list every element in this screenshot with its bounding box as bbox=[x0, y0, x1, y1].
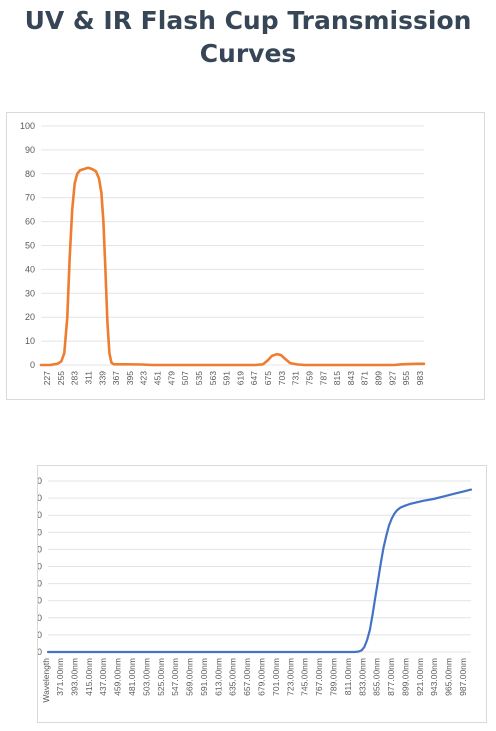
x-tick-label: 481.00nm bbox=[127, 658, 137, 696]
y-tick-label: 50 bbox=[25, 241, 35, 251]
y-tick-label: 20 bbox=[25, 312, 35, 322]
y-tick-label: 50 bbox=[38, 562, 42, 572]
x-tick-label: 789.00nm bbox=[328, 658, 338, 696]
x-tick-label: 759 bbox=[304, 371, 314, 385]
x-tick-label: 371.00nm bbox=[55, 658, 65, 696]
x-tick-label: 811.00nm bbox=[343, 658, 353, 695]
y-tick-label: 100 bbox=[38, 476, 42, 486]
x-tick-label: 569.00nm bbox=[185, 658, 195, 696]
uv-transmission-chart: 0 10 20 30 40 50 60 70 80 90 100 227 255 283 311 339 367… bbox=[6, 112, 485, 400]
y-tick-label: 70 bbox=[25, 193, 35, 203]
x-tick-label: 507 bbox=[180, 371, 190, 385]
x-tick-label: 339 bbox=[97, 371, 107, 385]
y-tick-label: 30 bbox=[38, 596, 42, 606]
x-tick-label: 815 bbox=[332, 371, 342, 385]
x-axis-title: Wavelength bbox=[41, 658, 51, 703]
y-tick-label: 70 bbox=[38, 527, 42, 537]
y-tick-label: 80 bbox=[38, 510, 42, 520]
x-tick-label: 367 bbox=[111, 371, 121, 385]
x-tick-label: 437.00nm bbox=[98, 658, 108, 696]
x-tick-label: 899.00nm bbox=[400, 658, 410, 696]
x-tick-label: 311 bbox=[83, 371, 93, 385]
x-tick-label: 833.00nm bbox=[357, 658, 367, 696]
x-tick-label: 723.00nm bbox=[285, 658, 295, 696]
x-tick-label: 731 bbox=[291, 371, 301, 385]
x-tick-label: 703 bbox=[277, 371, 287, 385]
x-tick-label: 503.00nm bbox=[141, 658, 151, 696]
x-tick-label: 395 bbox=[125, 371, 135, 385]
x-tick-label: 613.00nm bbox=[213, 658, 223, 696]
x-tick-label: 855.00nm bbox=[372, 658, 382, 696]
y-tick-label: 10 bbox=[25, 336, 35, 346]
x-tick-label: 955 bbox=[401, 371, 411, 385]
y-tick-label: 40 bbox=[25, 264, 35, 274]
uv-chart-svg: 0 10 20 30 40 50 60 70 80 90 100 227 255 283 311 339 367… bbox=[20, 121, 426, 385]
series-line bbox=[46, 488, 473, 654]
y-tick-label: 90 bbox=[38, 493, 42, 503]
x-tick-label: 255 bbox=[56, 371, 66, 385]
x-tick-label: 679.00nm bbox=[257, 658, 267, 696]
x-tick-label: 657.00nm bbox=[242, 658, 252, 696]
x-tick-label: 547.00nm bbox=[170, 658, 180, 696]
y-tick-label: 60 bbox=[25, 217, 35, 227]
x-tick-label: 451 bbox=[153, 371, 163, 385]
y-tick-label: 10 bbox=[38, 630, 42, 640]
x-tick-label: 701.00nm bbox=[271, 658, 281, 696]
x-tick-label: 983 bbox=[415, 371, 425, 385]
x-tick-label: 525.00nm bbox=[156, 658, 166, 696]
x-tick-label: 787 bbox=[318, 371, 328, 385]
x-tick-label: 479 bbox=[166, 371, 176, 385]
ir-chart-svg: 0 10 20 30 40 50 60 70 80 90 100 371.00nm 393.00nm 41… bbox=[38, 476, 473, 703]
x-tick-label: 965.00nm bbox=[444, 658, 454, 696]
x-tick-label: 227 bbox=[42, 371, 52, 385]
y-tick-label: 0 bbox=[38, 647, 42, 657]
page-title: UV & IR Flash Cup Transmission Curves bbox=[24, 6, 472, 68]
x-tick-label: 415.00nm bbox=[84, 658, 94, 696]
x-tick-label: 591 bbox=[222, 371, 232, 385]
y-tick-label: 100 bbox=[20, 121, 35, 131]
x-tick-label: 459.00nm bbox=[113, 658, 123, 696]
y-tick-label: 30 bbox=[25, 288, 35, 298]
x-tick-label: 647 bbox=[249, 371, 259, 385]
y-tick-label: 20 bbox=[38, 613, 42, 623]
x-tick-label: 423 bbox=[139, 371, 149, 385]
y-tick-label: 80 bbox=[25, 169, 35, 179]
x-tick-label: 877.00nm bbox=[386, 658, 396, 696]
x-tick-label: 927 bbox=[387, 371, 397, 385]
x-tick-label: 591.00nm bbox=[199, 658, 209, 696]
y-tick-label: 90 bbox=[25, 145, 35, 155]
x-tick-label: 635.00nm bbox=[228, 658, 238, 696]
x-tick-label: 943.00nm bbox=[429, 658, 439, 696]
x-tick-label: 843 bbox=[346, 371, 356, 385]
y-tick-label: 40 bbox=[38, 579, 42, 589]
ir-transmission-chart: 0 10 20 30 40 50 60 70 80 90 100 371.00nm 393.00nm 41… bbox=[37, 465, 487, 723]
x-tick-label: 619 bbox=[235, 371, 245, 385]
x-tick-label: 767.00nm bbox=[314, 658, 324, 696]
x-tick-label: 535 bbox=[194, 371, 204, 385]
y-tick-label: 60 bbox=[38, 544, 42, 554]
x-tick-label: 745.00nm bbox=[300, 658, 310, 696]
series-line bbox=[39, 166, 426, 367]
x-tick-label: 675 bbox=[263, 371, 273, 385]
x-tick-label: 283 bbox=[70, 371, 80, 385]
x-tick-label: 899 bbox=[374, 371, 384, 385]
y-tick-label: 0 bbox=[30, 360, 35, 370]
x-tick-label: 871 bbox=[360, 371, 370, 385]
x-tick-label: 393.00nm bbox=[69, 658, 79, 696]
x-tick-label: 987.00nm bbox=[458, 658, 468, 696]
x-tick-label: 563 bbox=[208, 371, 218, 385]
x-tick-label: 921.00nm bbox=[415, 658, 425, 696]
